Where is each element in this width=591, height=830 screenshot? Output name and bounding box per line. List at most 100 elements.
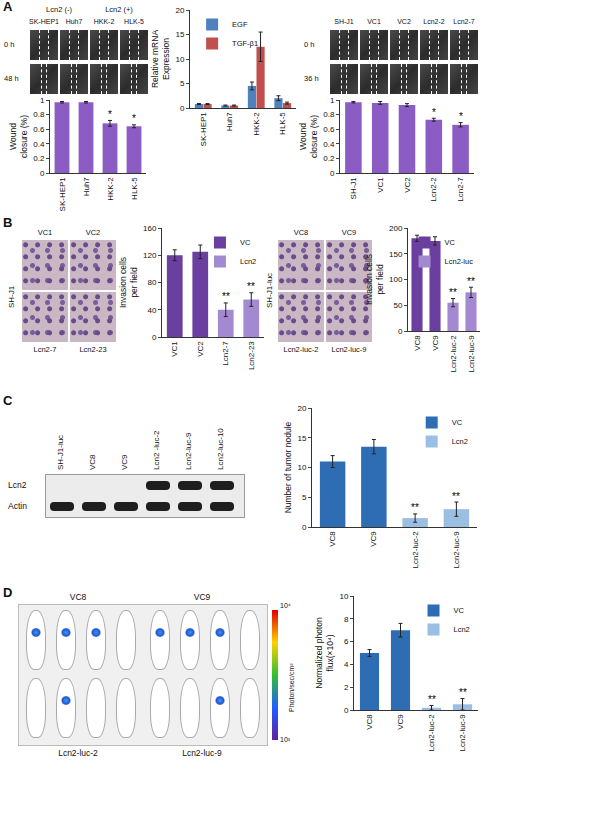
svg-text:0.4: 0.4 [323, 140, 335, 149]
svg-text:Lcn2-luc-2: Lcn2-luc-2 [449, 335, 458, 373]
svg-text:Lcn2: Lcn2 [240, 257, 256, 266]
svg-text:Lcn2-23: Lcn2-23 [247, 341, 256, 370]
svg-text:**: ** [452, 491, 460, 502]
svg-text:150: 150 [389, 250, 403, 259]
svg-text:VC1: VC1 [376, 177, 385, 193]
svg-text:*: * [132, 113, 136, 124]
svg-text:VC: VC [454, 606, 465, 615]
svg-text:**: ** [222, 291, 230, 302]
svg-text:VC9: VC9 [431, 335, 440, 351]
svg-text:VC9: VC9 [396, 714, 405, 730]
svg-text:SK-HEP1: SK-HEP1 [199, 112, 208, 147]
svg-text:VC: VC [452, 418, 463, 427]
svg-text:20: 20 [297, 404, 306, 413]
svg-text:1: 1 [40, 96, 45, 105]
svg-text:10: 10 [175, 55, 184, 64]
svg-text:Lcn2-luc-9: Lcn2-luc-9 [467, 335, 476, 373]
svg-text:Huh7: Huh7 [225, 112, 234, 132]
svg-text:Invasion cellsper field: Invasion cellsper field [364, 254, 385, 305]
svg-text:8: 8 [344, 615, 349, 624]
svg-text:2: 2 [344, 683, 349, 692]
html-text:B: B [3, 215, 13, 230]
svg-text:0.8: 0.8 [33, 110, 45, 119]
svg-text:HLK-5: HLK-5 [278, 112, 287, 135]
svg-text:Lcn2: Lcn2 [452, 437, 468, 446]
svg-text:VC9: VC9 [369, 531, 378, 547]
svg-text:15: 15 [175, 30, 184, 39]
svg-text:40: 40 [147, 306, 156, 315]
svg-text:SK-HEP1: SK-HEP1 [58, 177, 67, 212]
svg-text:15: 15 [297, 434, 306, 443]
svg-text:Lcn2: Lcn2 [454, 625, 470, 634]
svg-text:VC2: VC2 [196, 341, 205, 357]
svg-text:Lcn2-7: Lcn2-7 [456, 177, 465, 202]
svg-text:*: * [459, 111, 463, 122]
svg-text:VC: VC [445, 238, 456, 247]
svg-text:**: ** [449, 287, 457, 298]
svg-text:Normalized photonflux(×10⁴): Normalized photonflux(×10⁴) [314, 617, 335, 689]
svg-text:Huh7: Huh7 [82, 177, 91, 197]
svg-text:**: ** [459, 687, 467, 698]
svg-text:200: 200 [389, 224, 403, 233]
svg-text:*: * [432, 107, 436, 118]
svg-text:Lcn2-luc-9: Lcn2-luc-9 [452, 531, 461, 569]
svg-text:50: 50 [393, 301, 402, 310]
svg-text:**: ** [247, 281, 255, 292]
svg-text:*: * [108, 109, 112, 120]
svg-text:10: 10 [339, 592, 348, 601]
svg-text:10: 10 [297, 463, 306, 472]
svg-text:0: 0 [398, 327, 403, 336]
svg-text:100: 100 [389, 275, 403, 284]
svg-text:Lcn2-luc-9: Lcn2-luc-9 [458, 714, 467, 752]
svg-text:0: 0 [330, 169, 335, 178]
svg-text:Lcn2-luc: Lcn2-luc [445, 257, 474, 266]
svg-text:Lcn2-2: Lcn2-2 [429, 177, 438, 202]
svg-text:0.2: 0.2 [323, 154, 335, 163]
svg-text:TGF-β1: TGF-β1 [232, 39, 258, 48]
svg-text:VC1: VC1 [170, 341, 179, 357]
svg-text:VC: VC [240, 238, 251, 247]
html-text:A: A [3, 0, 13, 14]
svg-text:Woundclosure (%): Woundclosure (%) [298, 115, 319, 158]
svg-text:VC2: VC2 [403, 177, 412, 193]
html-text:Actin: Actin [8, 500, 27, 511]
svg-text:EGF: EGF [232, 20, 248, 29]
svg-text:4: 4 [344, 660, 349, 669]
svg-text:80: 80 [147, 278, 156, 287]
svg-text:0: 0 [40, 169, 45, 178]
svg-text:**: ** [428, 694, 436, 705]
svg-text:0: 0 [152, 333, 157, 342]
svg-text:0: 0 [344, 706, 349, 715]
svg-text:HLK-5: HLK-5 [130, 177, 139, 200]
svg-text:Invasion cellsper field: Invasion cellsper field [118, 257, 139, 308]
svg-text:Lcn2-luc-2: Lcn2-luc-2 [427, 714, 436, 752]
svg-text:HKK-2: HKK-2 [106, 177, 115, 201]
svg-text:**: ** [411, 502, 419, 513]
svg-text:Relative mRNAExpression: Relative mRNAExpression [150, 30, 171, 88]
svg-text:0.4: 0.4 [33, 140, 45, 149]
svg-text:Woundclosure (%): Woundclosure (%) [8, 115, 29, 158]
svg-text:VC8: VC8 [413, 335, 422, 351]
svg-text:0: 0 [180, 104, 185, 113]
svg-text:120: 120 [143, 251, 157, 260]
svg-text:0.2: 0.2 [33, 154, 45, 163]
svg-text:Number of tumor nodule: Number of tumor nodule [283, 421, 293, 513]
svg-text:5: 5 [302, 493, 307, 502]
svg-text:0.6: 0.6 [33, 125, 45, 134]
svg-text:SH-J1: SH-J1 [349, 177, 358, 200]
html-text:Lcn2: Lcn2 [8, 479, 27, 490]
svg-text:5: 5 [180, 79, 185, 88]
svg-text:0.6: 0.6 [323, 125, 335, 134]
svg-text:20: 20 [175, 6, 184, 15]
svg-text:Lcn2-7: Lcn2-7 [221, 341, 230, 366]
svg-text:0.8: 0.8 [323, 110, 335, 119]
svg-text:HKK-2: HKK-2 [252, 112, 261, 136]
svg-text:**: ** [467, 276, 475, 287]
svg-text:160: 160 [143, 224, 157, 233]
svg-text:1: 1 [330, 96, 335, 105]
svg-text:6: 6 [344, 637, 349, 646]
svg-text:0: 0 [302, 523, 307, 532]
svg-text:VC8: VC8 [328, 531, 337, 547]
svg-text:Lcn2-luc-2: Lcn2-luc-2 [411, 531, 420, 569]
svg-text:VC8: VC8 [365, 714, 374, 730]
